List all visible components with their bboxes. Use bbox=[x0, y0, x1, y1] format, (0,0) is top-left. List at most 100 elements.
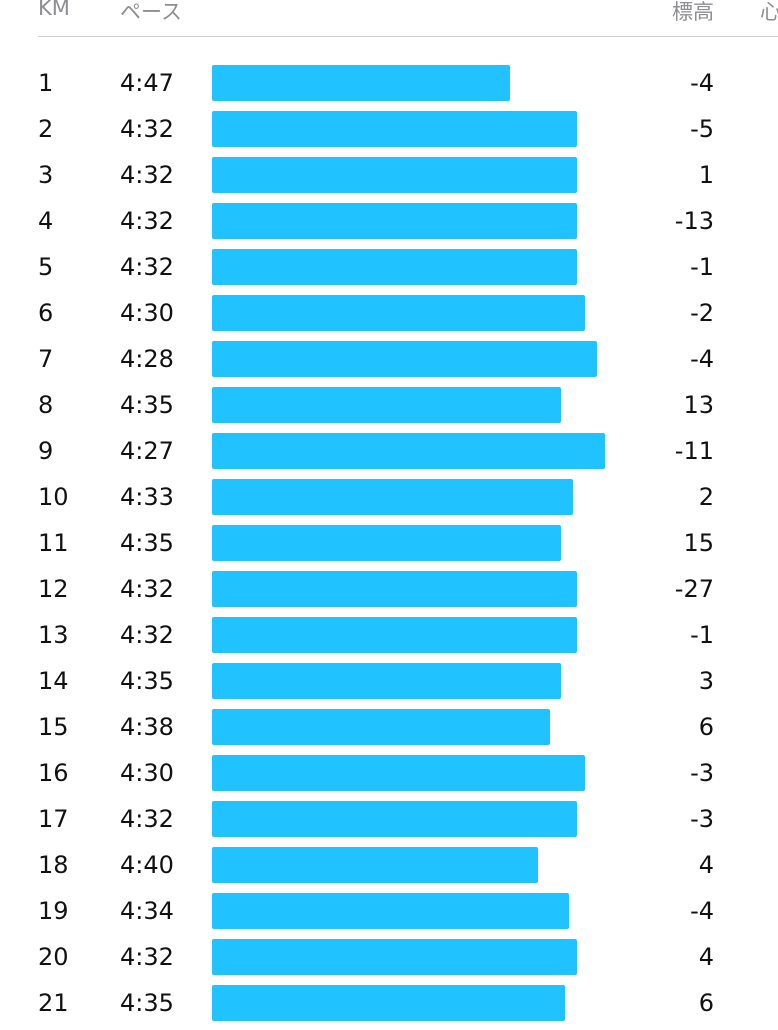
split-elevation: 3 bbox=[698, 667, 714, 695]
split-elevation: -3 bbox=[690, 805, 714, 833]
split-pace: 4:32 bbox=[120, 207, 174, 235]
split-pace: 4:38 bbox=[120, 713, 174, 741]
split-elevation: -4 bbox=[690, 897, 714, 925]
split-pace: 4:47 bbox=[120, 69, 174, 97]
split-elevation: 15 bbox=[683, 529, 714, 557]
split-pace: 4:35 bbox=[120, 529, 174, 557]
split-elevation: -1 bbox=[690, 621, 714, 649]
split-km: 21 bbox=[38, 989, 69, 1017]
split-elevation: 4 bbox=[698, 943, 714, 971]
pace-bar bbox=[212, 65, 510, 101]
pace-bar bbox=[212, 525, 561, 561]
split-km: 16 bbox=[38, 759, 69, 787]
split-elevation: -3 bbox=[690, 759, 714, 787]
split-elevation: 13 bbox=[683, 391, 714, 419]
split-row[interactable]: 5 4:32 -1 bbox=[0, 248, 778, 294]
heart-rate-column-header: 心 bbox=[760, 0, 778, 24]
split-row[interactable]: 9 4:27 -11 bbox=[0, 432, 778, 478]
split-km: 1 bbox=[38, 69, 54, 97]
split-km: 6 bbox=[38, 299, 54, 327]
split-pace: 4:32 bbox=[120, 115, 174, 143]
split-pace: 4:32 bbox=[120, 161, 174, 189]
pace-bar bbox=[212, 939, 577, 975]
split-row[interactable]: 11 4:35 15 bbox=[0, 524, 778, 570]
split-row[interactable]: 21 4:35 6 bbox=[0, 984, 778, 1030]
split-km: 12 bbox=[38, 575, 69, 603]
pace-bar bbox=[212, 295, 585, 331]
split-elevation: 2 bbox=[698, 483, 714, 511]
splits-table-header: KM ペース 標高 心 bbox=[0, 0, 778, 36]
split-km: 3 bbox=[38, 161, 54, 189]
pace-bar bbox=[212, 985, 565, 1021]
pace-bar bbox=[212, 387, 561, 423]
split-pace: 4:32 bbox=[120, 621, 174, 649]
pace-bar bbox=[212, 433, 605, 469]
split-row[interactable]: 13 4:32 -1 bbox=[0, 616, 778, 662]
header-divider bbox=[38, 36, 778, 37]
split-pace: 4:35 bbox=[120, 391, 174, 419]
split-elevation: 6 bbox=[698, 713, 714, 741]
split-pace: 4:32 bbox=[120, 805, 174, 833]
split-row[interactable]: 6 4:30 -2 bbox=[0, 294, 778, 340]
split-pace: 4:32 bbox=[120, 575, 174, 603]
split-row[interactable]: 2 4:32 -5 bbox=[0, 110, 778, 156]
pace-bar bbox=[212, 571, 577, 607]
split-km: 7 bbox=[38, 345, 54, 373]
split-km: 2 bbox=[38, 115, 54, 143]
splits-list[interactable]: 1 4:47 -4 2 4:32 -5 3 4:32 1 4 4:32 -13 5 4:32 -1 6 4:30… bbox=[0, 64, 778, 1030]
split-elevation: 6 bbox=[698, 989, 714, 1017]
split-elevation: -2 bbox=[690, 299, 714, 327]
split-row[interactable]: 15 4:38 6 bbox=[0, 708, 778, 754]
split-pace: 4:34 bbox=[120, 897, 174, 925]
pace-bar bbox=[212, 801, 577, 837]
split-elevation: 1 bbox=[698, 161, 714, 189]
split-row[interactable]: 10 4:33 2 bbox=[0, 478, 778, 524]
pace-bar bbox=[212, 893, 569, 929]
split-elevation: -27 bbox=[674, 575, 714, 603]
split-pace: 4:30 bbox=[120, 759, 174, 787]
km-column-header: KM bbox=[38, 0, 70, 20]
split-row[interactable]: 17 4:32 -3 bbox=[0, 800, 778, 846]
split-pace: 4:32 bbox=[120, 253, 174, 281]
split-pace: 4:32 bbox=[120, 943, 174, 971]
split-km: 18 bbox=[38, 851, 69, 879]
split-pace: 4:40 bbox=[120, 851, 174, 879]
split-pace: 4:27 bbox=[120, 437, 174, 465]
split-row[interactable]: 4 4:32 -13 bbox=[0, 202, 778, 248]
split-pace: 4:28 bbox=[120, 345, 174, 373]
split-pace: 4:35 bbox=[120, 989, 174, 1017]
split-elevation: -1 bbox=[690, 253, 714, 281]
split-row[interactable]: 18 4:40 4 bbox=[0, 846, 778, 892]
split-km: 15 bbox=[38, 713, 69, 741]
pace-bar bbox=[212, 479, 573, 515]
split-elevation: -11 bbox=[674, 437, 714, 465]
pace-bar bbox=[212, 341, 597, 377]
pace-bar bbox=[212, 157, 577, 193]
split-km: 5 bbox=[38, 253, 54, 281]
split-elevation: -5 bbox=[690, 115, 714, 143]
split-km: 19 bbox=[38, 897, 69, 925]
split-km: 20 bbox=[38, 943, 69, 971]
pace-bar bbox=[212, 617, 577, 653]
pace-bar bbox=[212, 709, 550, 745]
split-row[interactable]: 3 4:32 1 bbox=[0, 156, 778, 202]
split-km: 17 bbox=[38, 805, 69, 833]
split-row[interactable]: 19 4:34 -4 bbox=[0, 892, 778, 938]
split-elevation: -4 bbox=[690, 69, 714, 97]
split-row[interactable]: 14 4:35 3 bbox=[0, 662, 778, 708]
pace-bar bbox=[212, 249, 577, 285]
split-km: 4 bbox=[38, 207, 54, 235]
split-km: 8 bbox=[38, 391, 54, 419]
split-row[interactable]: 7 4:28 -4 bbox=[0, 340, 778, 386]
split-row[interactable]: 20 4:32 4 bbox=[0, 938, 778, 984]
split-elevation: -4 bbox=[690, 345, 714, 373]
split-row[interactable]: 1 4:47 -4 bbox=[0, 64, 778, 110]
split-row[interactable]: 8 4:35 13 bbox=[0, 386, 778, 432]
split-km: 13 bbox=[38, 621, 69, 649]
pace-bar bbox=[212, 663, 561, 699]
split-km: 11 bbox=[38, 529, 69, 557]
split-row[interactable]: 12 4:32 -27 bbox=[0, 570, 778, 616]
pace-bar bbox=[212, 111, 577, 147]
split-row[interactable]: 16 4:30 -3 bbox=[0, 754, 778, 800]
pace-column-header: ペース bbox=[120, 0, 182, 24]
